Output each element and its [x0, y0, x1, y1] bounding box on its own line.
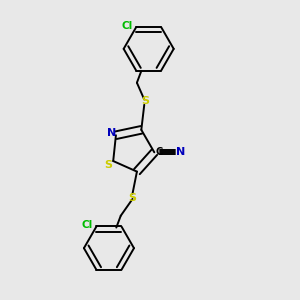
Text: N: N: [107, 128, 116, 138]
Text: S: S: [128, 193, 136, 202]
Text: Cl: Cl: [82, 220, 93, 230]
Text: Cl: Cl: [122, 21, 133, 31]
Text: C: C: [155, 147, 162, 157]
Text: S: S: [141, 96, 149, 106]
Text: N: N: [176, 147, 185, 157]
Text: S: S: [104, 160, 112, 170]
